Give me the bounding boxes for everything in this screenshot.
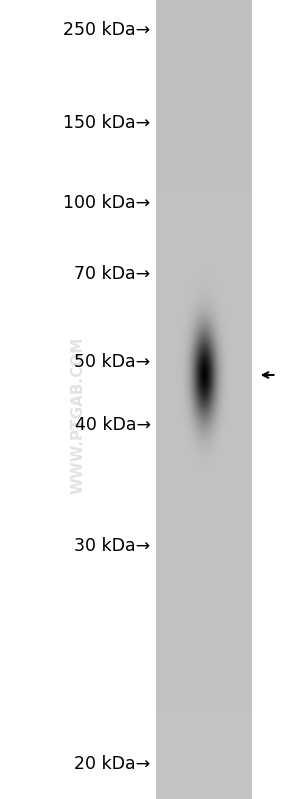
Text: 250 kDa→: 250 kDa→ [63, 21, 151, 39]
Text: 40 kDa→: 40 kDa→ [75, 416, 151, 434]
Text: 150 kDa→: 150 kDa→ [63, 114, 151, 132]
Text: 30 kDa→: 30 kDa→ [74, 537, 151, 555]
Text: 50 kDa→: 50 kDa→ [74, 353, 151, 371]
Text: WWW.PTGAB.COM: WWW.PTGAB.COM [70, 337, 85, 494]
Text: 70 kDa→: 70 kDa→ [74, 265, 151, 283]
Text: 20 kDa→: 20 kDa→ [74, 755, 151, 773]
Text: 100 kDa→: 100 kDa→ [63, 194, 151, 212]
